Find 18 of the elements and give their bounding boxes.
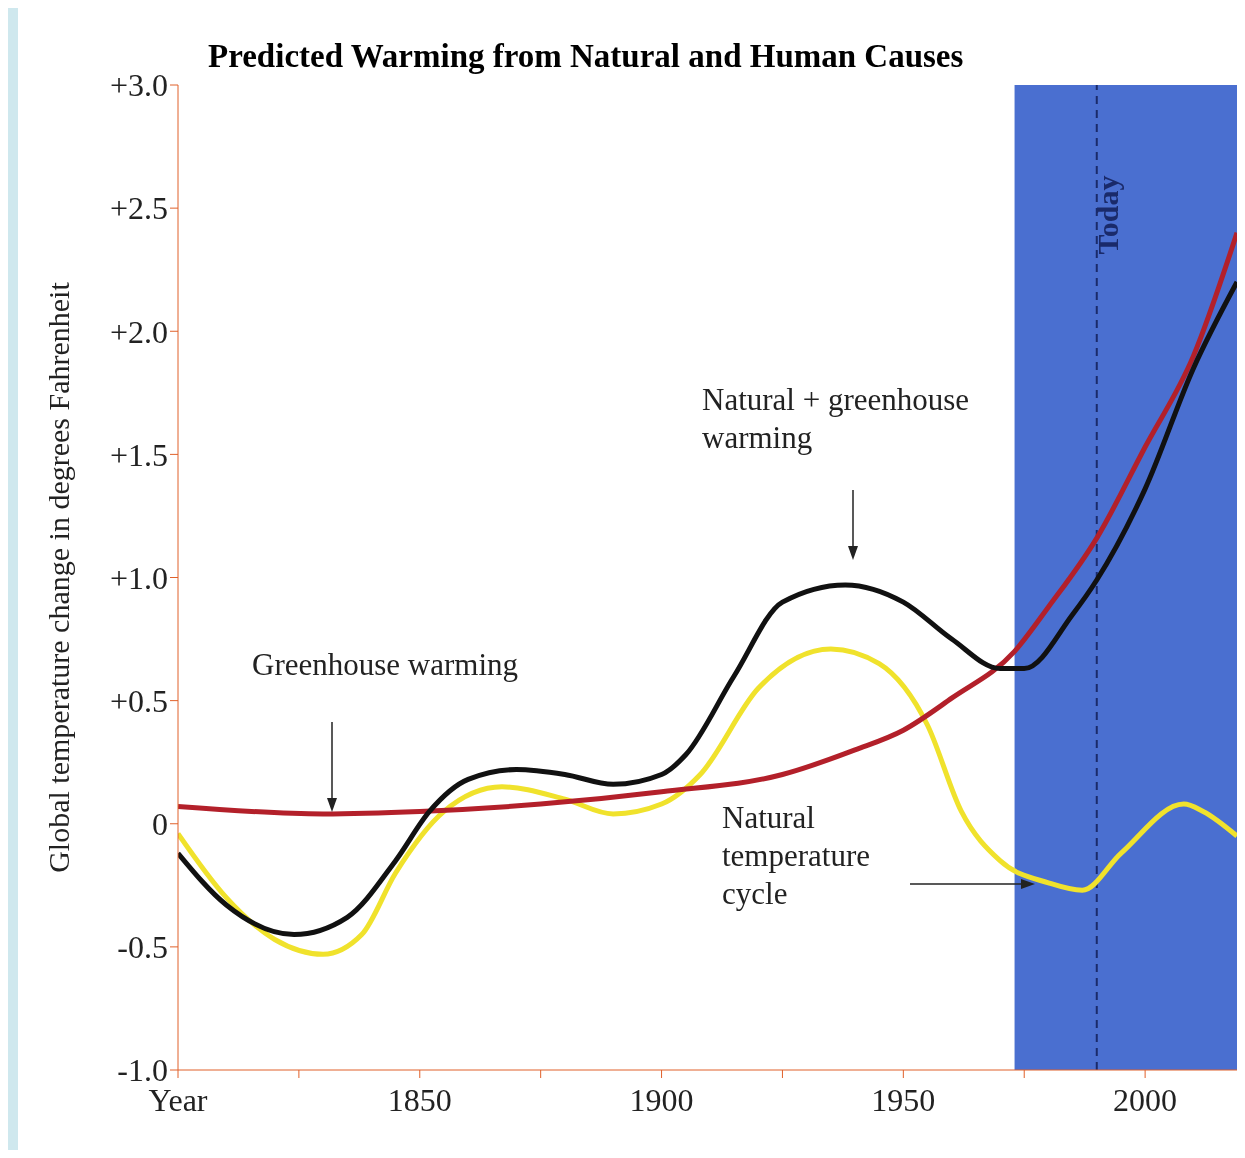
ref-line-label: Today — [1091, 175, 1125, 255]
y-tick-label: +1.0 — [109, 559, 168, 596]
y-tick-label: +2.5 — [109, 190, 168, 227]
y-tick-label: -0.5 — [117, 929, 168, 966]
annotation: Greenhouse warming — [252, 647, 518, 682]
y-axis-title: Global temperature change in degrees Fahrenheit — [41, 281, 75, 873]
y-tick-label: +2.0 — [109, 313, 168, 350]
y-tick-label: +0.5 — [109, 682, 168, 719]
x-tick-label: 1900 — [629, 1081, 694, 1118]
y-tick-label: +3.0 — [109, 67, 168, 104]
y-tick-label: +1.5 — [109, 436, 168, 473]
y-tick-label: 0 — [152, 806, 168, 843]
annotation: Natural temperature cycle — [722, 800, 871, 911]
annotation: Natural + greenhouse warming — [702, 382, 970, 455]
x-tick-label: 1850 — [387, 1081, 452, 1118]
x-tick-label: 1950 — [871, 1081, 936, 1118]
chart-title: Predicted Warming from Natural and Human Causes — [208, 38, 964, 75]
x-tick-label: 2000 — [1113, 1081, 1178, 1118]
